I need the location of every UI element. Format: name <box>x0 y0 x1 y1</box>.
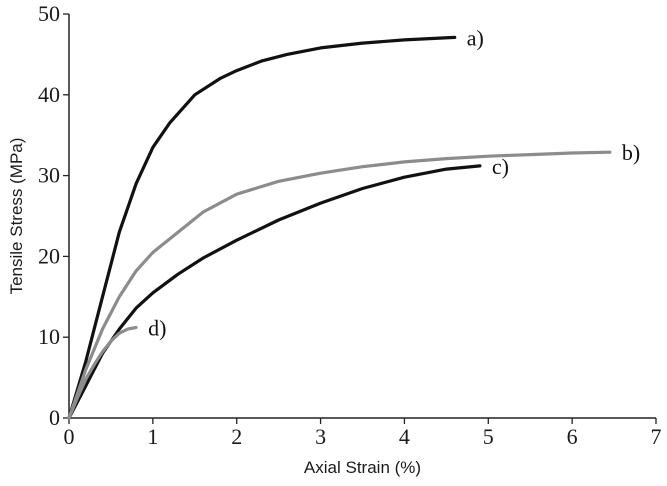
x-tick-label: 3 <box>315 424 326 449</box>
series-line <box>67 35 457 420</box>
series-line <box>67 150 612 420</box>
y-tick-label: 50 <box>38 1 60 26</box>
curve-label: c) <box>492 154 509 179</box>
curve-labels: a) b) c) d) <box>148 25 640 340</box>
x-tick-label: 2 <box>231 424 242 449</box>
y-tick-label: 40 <box>38 82 60 107</box>
curve-label: b) <box>622 140 640 165</box>
x-tick-label: 1 <box>147 424 158 449</box>
x-tick-label: 4 <box>399 424 410 449</box>
x-tick-label: 0 <box>64 424 75 449</box>
y-axis-ticks: 0 10 20 30 40 50 <box>38 1 69 430</box>
curve-label: d) <box>148 316 166 341</box>
axes <box>68 14 656 419</box>
y-tick-label: 20 <box>38 243 60 268</box>
x-tick-label: 7 <box>651 424 662 449</box>
y-axis-title: Tensile Stress (MPa) <box>7 138 26 295</box>
y-tick-label: 30 <box>38 163 60 188</box>
series-line <box>67 325 138 420</box>
y-tick-label: 0 <box>49 405 60 430</box>
y-tick-label: 10 <box>38 324 60 349</box>
series-layer <box>67 35 612 420</box>
x-tick-label: 5 <box>483 424 494 449</box>
curve-label: a) <box>467 25 484 50</box>
x-axis-title: Axial Strain (%) <box>304 458 421 477</box>
x-tick-label: 6 <box>567 424 578 449</box>
x-axis-ticks: 0 1 2 3 4 5 6 7 <box>64 418 662 449</box>
